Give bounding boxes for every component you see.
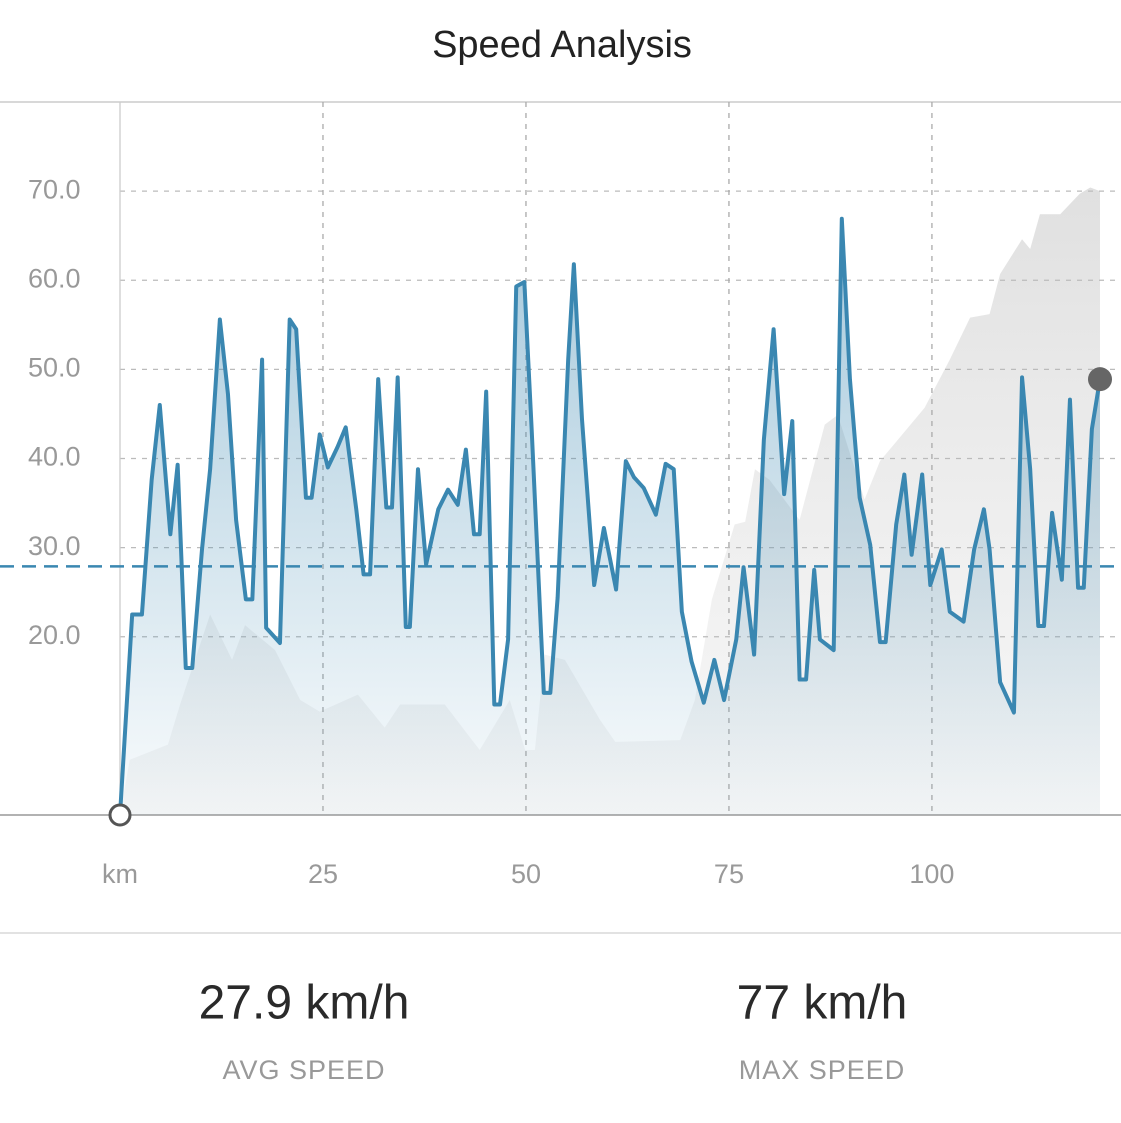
y-tick-label: 40.0 [28,442,81,472]
x-tick-label: 25 [308,859,338,889]
start-marker [108,803,132,827]
y-tick-label: 60.0 [28,263,81,293]
speed-line [118,216,1102,816]
end-marker [1088,367,1112,392]
y-tick-label: 70.0 [28,174,81,204]
stat-label: AVG SPEED [222,1055,385,1085]
page-title: Speed Analysis [432,24,692,66]
x-tick-label: 75 [714,859,744,889]
plot: 20.0 30.0 40.0 50.0 60.0 70.0 km 25 50 75 100 [0,102,1121,889]
y-tick-label: 20.0 [28,620,81,650]
speed-area [120,218,1100,815]
x-tick-label: km [102,859,138,889]
stat-value: 77 km/h [737,977,908,1030]
x-tick-label: 50 [511,859,541,889]
x-tick-label: 100 [909,859,954,889]
stat-label: MAX SPEED [739,1055,906,1085]
y-tick-label: 30.0 [28,531,81,561]
stat-value: 27.9 km/h [199,977,410,1030]
y-tick-label: 50.0 [28,353,81,383]
